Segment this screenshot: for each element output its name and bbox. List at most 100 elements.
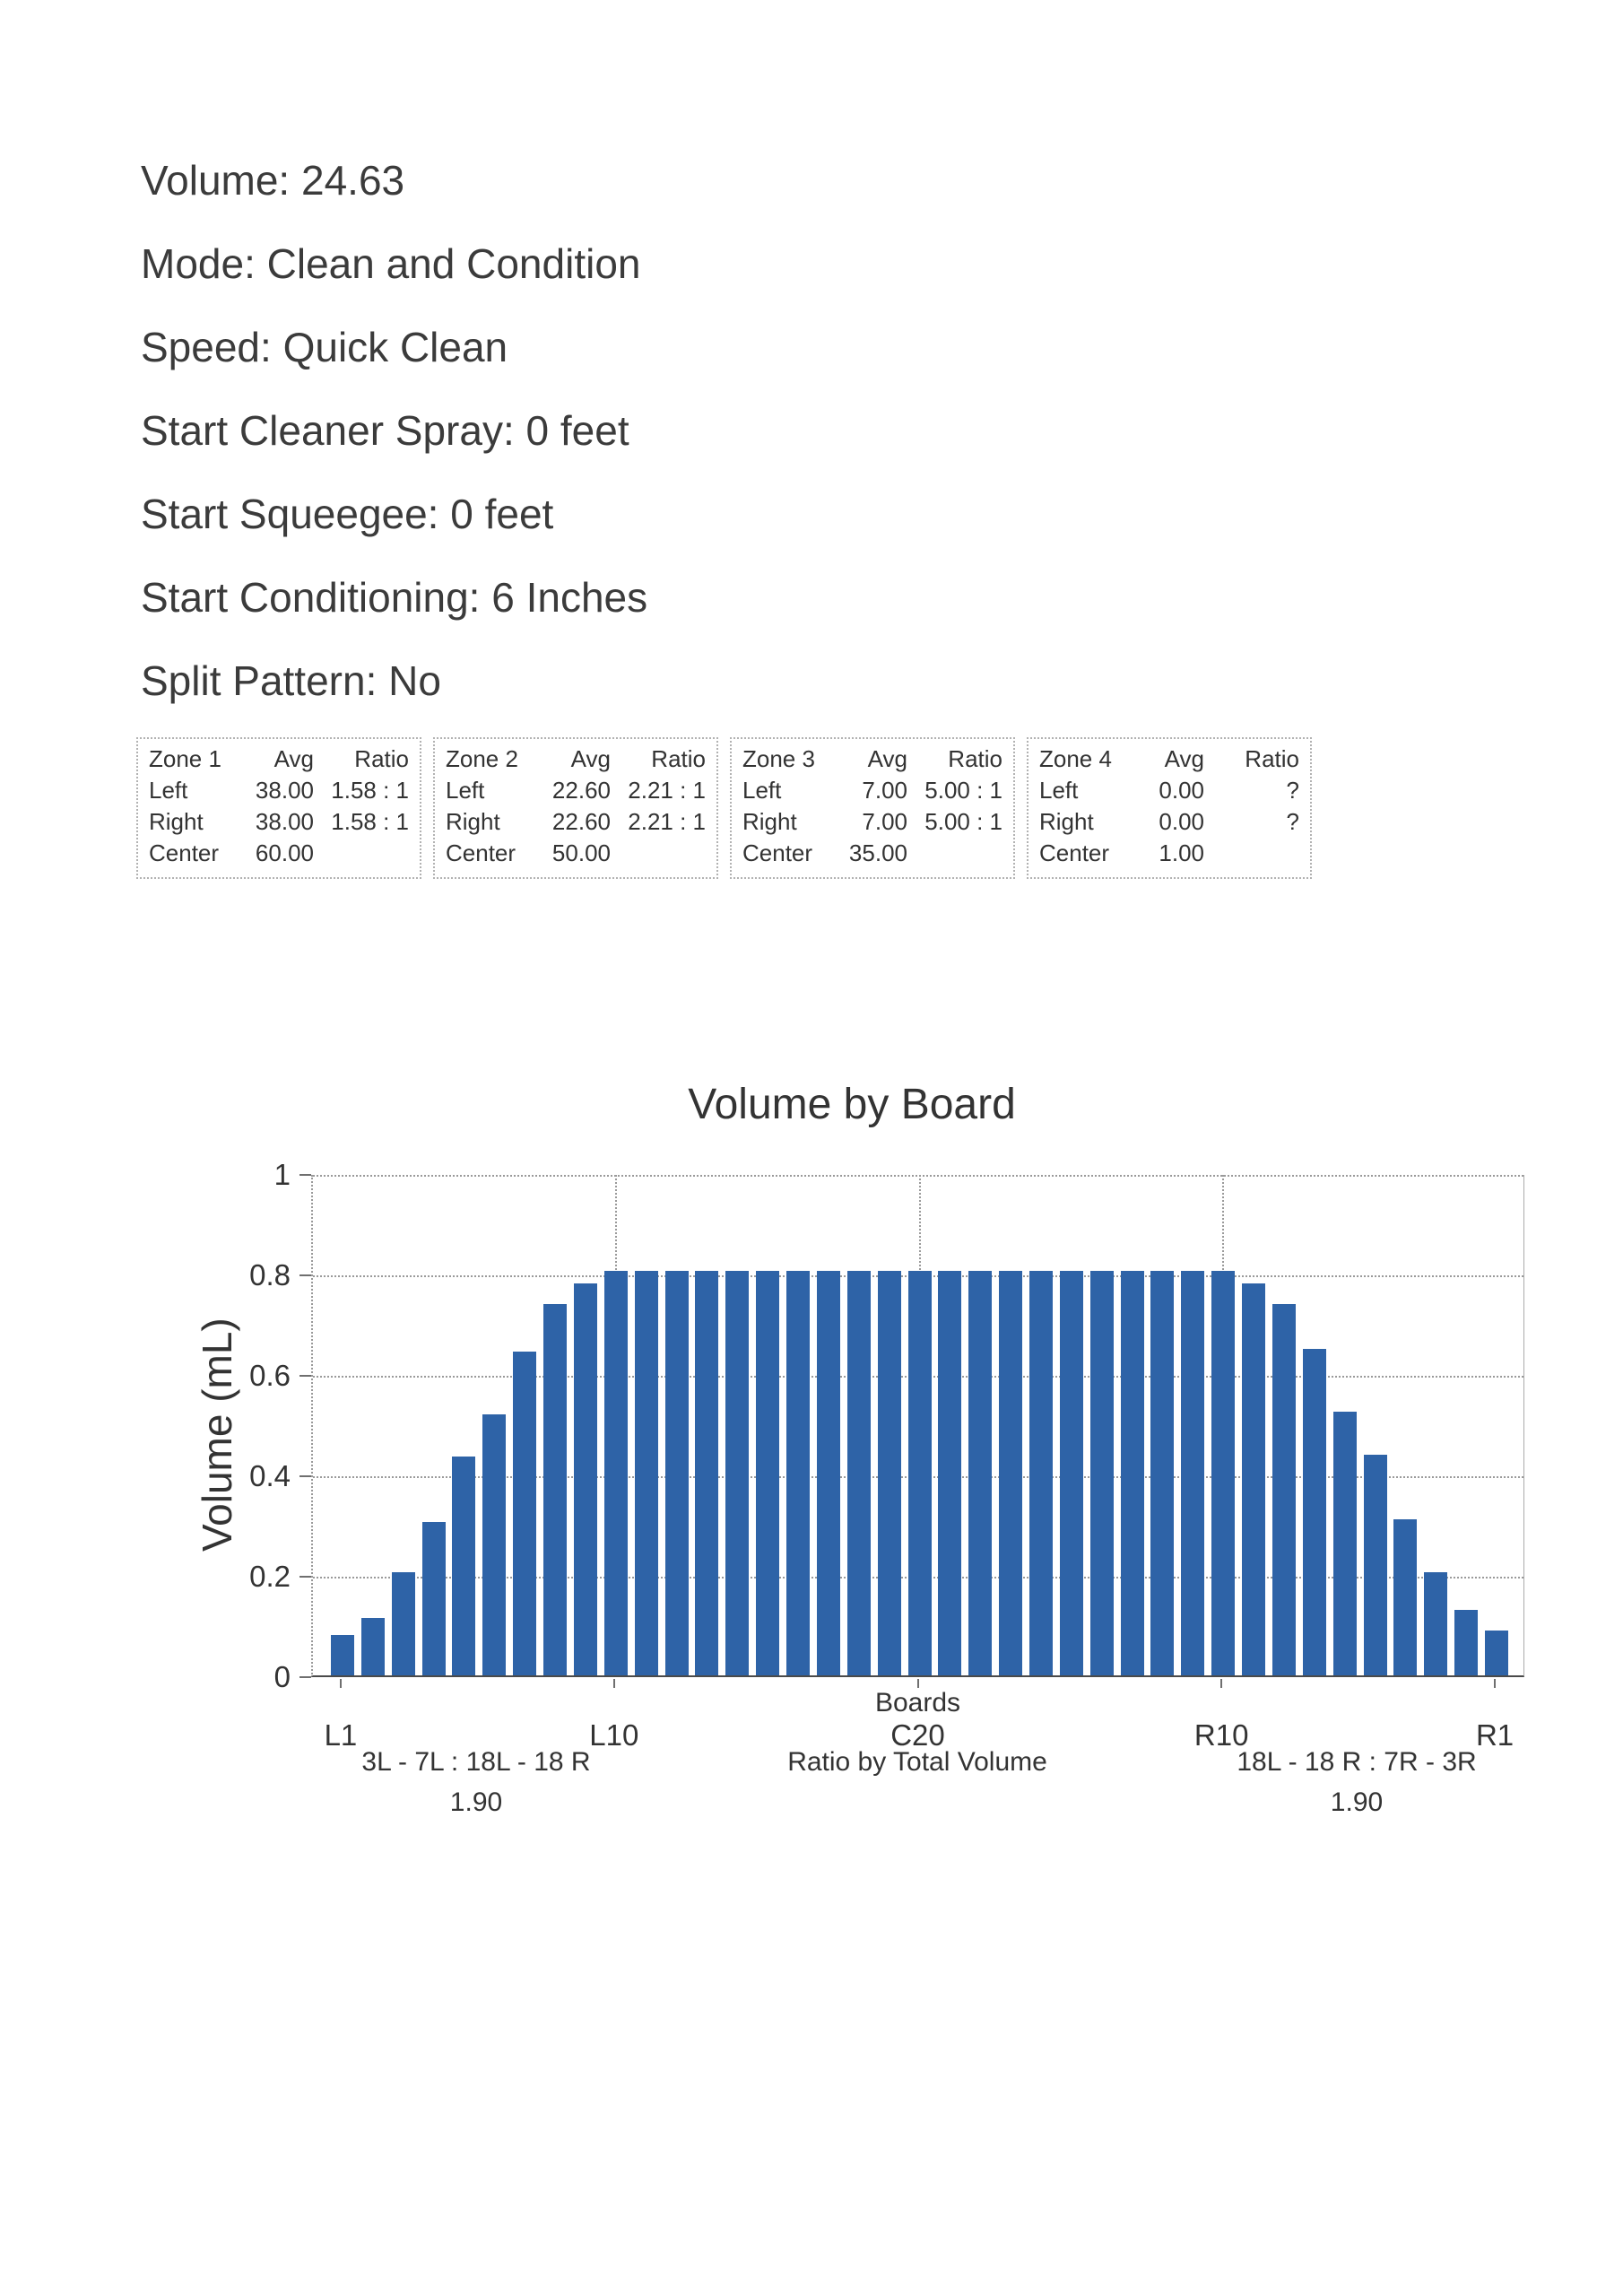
y-axis-title: Volume (mL)	[194, 1318, 240, 1552]
bar-board-R15	[1059, 1271, 1083, 1675]
zone-row-label: Left	[742, 777, 782, 804]
spec-start-conditioning: Start Conditioning: 6 Inches	[141, 574, 648, 621]
zone-table-row: Left 38.00 1.58 : 1	[149, 775, 409, 806]
ratio-left-text: 3L - 7L : 18L - 18 R	[361, 1747, 591, 1777]
x-tick-mark	[339, 1679, 342, 1688]
zone-row-avg: 35.00	[848, 839, 907, 866]
zone-row-label: Right	[446, 808, 500, 835]
zone-table-row: Center 60.00	[149, 838, 409, 869]
spec-start-cleaner: Start Cleaner Spray: 0 feet	[141, 407, 629, 454]
bar-board-R12	[1150, 1271, 1175, 1675]
zone-title: Zone 1	[149, 745, 221, 772]
bar-board-L2	[360, 1617, 385, 1675]
ratio-annotation-right: 18L - 18 R : 7R - 3R 1.90	[1150, 1747, 1563, 1818]
zone-col-ratio: Ratio	[651, 745, 706, 772]
ratio-annotation-center: Ratio by Total Volume	[787, 1747, 1047, 1777]
zone-table-row: Right 22.60 2.21 : 1	[446, 806, 706, 838]
ratio-annotation-left: 3L - 7L : 18L - 18 R 1.90	[270, 1747, 682, 1818]
bar-board-L9	[573, 1283, 597, 1675]
ratio-right-text: 18L - 18 R : 7R - 3R	[1237, 1747, 1477, 1777]
zone-col-avg: Avg	[1164, 745, 1204, 772]
zone-row-avg: 38.00	[255, 777, 314, 804]
x-axis-title: Boards	[874, 1688, 961, 1718]
zone-col-avg: Avg	[273, 745, 314, 772]
y-tick-label: 0.2	[249, 1560, 291, 1593]
chart-title: Volume by Board	[688, 1081, 1016, 1128]
y-tick-mark	[299, 1375, 311, 1377]
zone-table-row: Left 0.00?	[1039, 775, 1299, 806]
zone-table-header: Zone 3 Avg Ratio	[742, 744, 1002, 775]
zone-row-avg: 7.00	[862, 808, 907, 835]
bar-board-R5	[1363, 1454, 1387, 1675]
bar-board-L13	[695, 1271, 719, 1675]
zone-table-row: Center 35.00	[742, 838, 1002, 869]
zone-row-label: Right	[1039, 808, 1094, 835]
zone-row-avg: 38.00	[255, 808, 314, 835]
bar-board-R19	[938, 1271, 962, 1675]
zone-table-row: Right 7.00 5.00 : 1	[742, 806, 1002, 838]
zone-table: Zone 2 Avg Ratio Left 22.60 2.21 : 1 Right 22.6…	[433, 737, 718, 879]
zone-table-row: Left 22.60 2.21 : 1	[446, 775, 706, 806]
bar-board-L6	[482, 1413, 507, 1675]
plot-area	[311, 1175, 1524, 1677]
bar-board-L8	[543, 1303, 568, 1675]
bar-board-R2	[1454, 1610, 1479, 1675]
bar-board-R6	[1332, 1412, 1357, 1675]
zone-title: Zone 4	[1039, 745, 1112, 772]
zone-row-label: Center	[446, 839, 516, 866]
bar-board-L5	[452, 1457, 476, 1675]
x-tick-label: L1	[324, 1718, 358, 1752]
x-tick-mark	[1220, 1679, 1223, 1688]
bar-board-R3	[1424, 1572, 1448, 1675]
zone-col-ratio: Ratio	[948, 745, 1002, 772]
bar-board-L12	[664, 1271, 689, 1675]
gridline-horizontal	[313, 1175, 1523, 1177]
zone-table-header: Zone 1 Avg Ratio	[149, 744, 409, 775]
zone-row-avg: 0.00	[1159, 808, 1204, 835]
x-tick-mark	[1494, 1679, 1497, 1688]
bar-board-L19	[877, 1271, 901, 1675]
bar-board-L1	[330, 1635, 354, 1675]
zone-title: Zone 3	[742, 745, 815, 772]
x-tick-mark	[916, 1679, 919, 1688]
bar-board-L10	[603, 1271, 628, 1675]
zone-row-ratio: 2.21 : 1	[628, 777, 706, 804]
y-tick-mark	[299, 1576, 311, 1578]
zone-row-ratio: ?	[1286, 808, 1299, 835]
zone-row-label: Center	[742, 839, 813, 866]
zone-row-label: Center	[1039, 839, 1110, 866]
bar-board-R13	[1120, 1271, 1144, 1675]
zone-table-row: Center 1.00	[1039, 838, 1299, 869]
zone-row-ratio: 5.00 : 1	[924, 777, 1002, 804]
bar-board-R16	[1028, 1271, 1053, 1675]
zone-row-label: Center	[149, 839, 220, 866]
zone-row-label: Left	[446, 777, 485, 804]
bar-board-R8	[1271, 1303, 1296, 1675]
zone-table: Zone 3 Avg Ratio Left 7.00 5.00 : 1 Right 7.00 5…	[730, 737, 1015, 879]
x-tick-label: R1	[1475, 1718, 1515, 1752]
ratio-left-value: 1.90	[449, 1787, 503, 1817]
zone-row-label: Right	[742, 808, 797, 835]
spec-volume: Volume: 24.63	[141, 157, 405, 204]
zone-title: Zone 2	[446, 745, 518, 772]
ratio-right-value: 1.90	[1330, 1787, 1384, 1817]
y-tick-label: 0.8	[249, 1258, 291, 1292]
zone-col-ratio: Ratio	[1245, 745, 1299, 772]
x-tick-label: C20	[890, 1718, 945, 1752]
bar-board-R17	[999, 1271, 1023, 1675]
x-tick-label: L10	[589, 1718, 639, 1752]
bar-board-R10	[1211, 1271, 1236, 1675]
bar-board-L14	[725, 1271, 750, 1675]
zone-table-row: Left 7.00 5.00 : 1	[742, 775, 1002, 806]
bar-board-L3	[391, 1572, 415, 1675]
y-tick-label: 1	[273, 1158, 291, 1191]
spec-split-pattern: Split Pattern: No	[141, 657, 441, 704]
zone-row-avg: 0.00	[1159, 777, 1204, 804]
bar-board-R18	[968, 1271, 993, 1675]
zone-col-avg: Avg	[867, 745, 907, 772]
zone-row-label: Left	[1039, 777, 1079, 804]
zone-tables-row: Zone 1 Avg Ratio Left 38.00 1.58 : 1 Right 38.0…	[136, 737, 1312, 879]
bar-board-R1	[1485, 1630, 1509, 1675]
